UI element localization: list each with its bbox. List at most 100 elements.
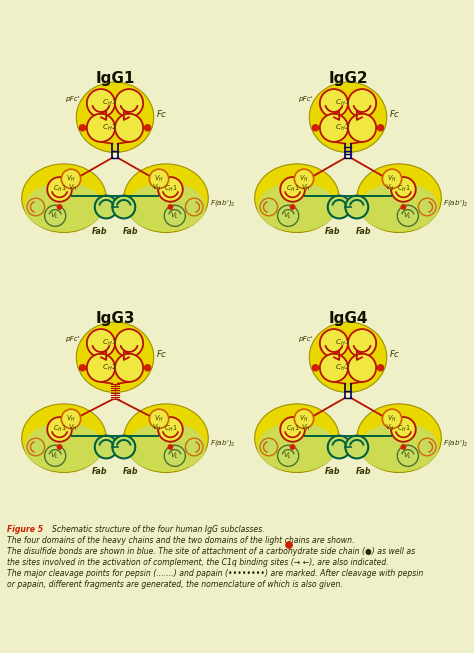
Ellipse shape xyxy=(357,404,441,473)
Circle shape xyxy=(391,417,416,441)
Ellipse shape xyxy=(359,182,438,232)
Ellipse shape xyxy=(127,422,206,471)
Circle shape xyxy=(278,445,299,466)
Text: Fab: Fab xyxy=(123,467,138,476)
Text: $C_H2$: $C_H2$ xyxy=(335,123,350,133)
Circle shape xyxy=(320,89,348,118)
Text: Fab: Fab xyxy=(91,227,107,236)
Circle shape xyxy=(320,114,348,142)
Circle shape xyxy=(286,542,292,549)
Ellipse shape xyxy=(309,322,387,392)
Text: $C_L$: $C_L$ xyxy=(105,202,115,212)
Text: The major cleavage points for pepsin (.......) and papain (••••••••) are marked.: The major cleavage points for pepsin (..… xyxy=(7,569,423,578)
Circle shape xyxy=(383,409,401,428)
Ellipse shape xyxy=(255,164,339,232)
Circle shape xyxy=(79,365,85,371)
Circle shape xyxy=(419,199,436,215)
Circle shape xyxy=(291,205,295,209)
Ellipse shape xyxy=(309,82,387,152)
Circle shape xyxy=(320,354,348,382)
Text: pFc': pFc' xyxy=(65,336,80,342)
Text: The four domains of the heavy chains and the two domains of the light chains are: The four domains of the heavy chains and… xyxy=(7,536,355,545)
Circle shape xyxy=(61,409,81,428)
Circle shape xyxy=(397,205,419,227)
Text: Fab: Fab xyxy=(91,467,107,476)
Circle shape xyxy=(185,438,203,456)
Text: pFc': pFc' xyxy=(298,336,313,342)
Text: IgG4: IgG4 xyxy=(328,310,368,325)
Text: $C_H3$: $C_H3$ xyxy=(335,338,350,348)
Circle shape xyxy=(95,195,118,219)
Text: pFc': pFc' xyxy=(298,96,313,102)
Circle shape xyxy=(260,438,278,456)
Text: $C_H1$: $C_H1$ xyxy=(53,184,66,195)
Text: $V_H$: $V_H$ xyxy=(66,174,76,184)
Text: $V_H$: $V_H$ xyxy=(154,174,164,184)
Text: Schematic structure of the four human IgG subclasses.: Schematic structure of the four human Ig… xyxy=(47,525,264,534)
Circle shape xyxy=(115,114,143,142)
Text: $C_H1$: $C_H1$ xyxy=(164,184,177,195)
Text: F(ab')$_2$: F(ab')$_2$ xyxy=(443,438,469,447)
Circle shape xyxy=(280,177,305,202)
Text: Fab: Fab xyxy=(356,227,372,236)
Text: $V_L$: $V_L$ xyxy=(283,451,293,461)
Circle shape xyxy=(164,205,185,227)
Text: Fc: Fc xyxy=(157,110,167,119)
Circle shape xyxy=(346,195,368,219)
Text: $C_H1$: $C_H1$ xyxy=(397,424,410,434)
Circle shape xyxy=(27,199,45,215)
Text: $V_L$: $V_L$ xyxy=(170,211,180,221)
Circle shape xyxy=(158,177,183,202)
Circle shape xyxy=(112,195,135,219)
Circle shape xyxy=(348,329,376,357)
Ellipse shape xyxy=(257,422,337,471)
Circle shape xyxy=(320,329,348,357)
Text: $C_H1$: $C_H1$ xyxy=(397,184,410,195)
Text: $C_H2$: $C_H2$ xyxy=(102,123,117,133)
Circle shape xyxy=(401,205,406,209)
Circle shape xyxy=(294,169,314,189)
Circle shape xyxy=(260,199,278,215)
Text: or papain, different fragments are generated, the nomenclature of which is also : or papain, different fragments are gener… xyxy=(7,580,343,589)
Text: $C_H3$: $C_H3$ xyxy=(102,338,117,348)
Circle shape xyxy=(115,89,143,118)
Text: IgG2: IgG2 xyxy=(328,71,368,86)
Text: F(ab')$_2$: F(ab')$_2$ xyxy=(210,198,236,208)
Text: $C_H1$: $C_H1$ xyxy=(164,424,177,434)
Text: $V_L$: $V_L$ xyxy=(403,211,412,221)
Text: Fab: Fab xyxy=(356,467,372,476)
Circle shape xyxy=(61,169,81,189)
Ellipse shape xyxy=(124,404,208,473)
Ellipse shape xyxy=(359,422,438,471)
Circle shape xyxy=(294,409,314,428)
Circle shape xyxy=(280,417,305,441)
Ellipse shape xyxy=(357,164,441,232)
Text: $V_L$: $V_L$ xyxy=(170,451,180,461)
Text: $V_H$: $V_H$ xyxy=(385,183,395,193)
Text: $V_L$: $V_L$ xyxy=(403,451,412,461)
Text: the sites involved in the activation of complement, the C1q binding sites (→ ←),: the sites involved in the activation of … xyxy=(7,558,389,567)
Text: $V_H$: $V_H$ xyxy=(299,174,309,184)
Ellipse shape xyxy=(22,164,106,232)
Circle shape xyxy=(112,436,135,458)
Ellipse shape xyxy=(76,82,154,152)
Circle shape xyxy=(328,195,351,219)
Circle shape xyxy=(312,365,319,371)
Ellipse shape xyxy=(127,182,206,232)
Text: IgG1: IgG1 xyxy=(95,71,135,86)
Text: $V_H$: $V_H$ xyxy=(301,183,310,193)
Circle shape xyxy=(27,438,45,456)
Text: Figure 5: Figure 5 xyxy=(7,525,43,534)
Circle shape xyxy=(47,177,72,202)
Circle shape xyxy=(185,199,203,215)
Circle shape xyxy=(168,205,173,209)
Text: $C_L$: $C_L$ xyxy=(105,442,115,452)
Circle shape xyxy=(383,169,401,189)
Circle shape xyxy=(391,177,416,202)
Ellipse shape xyxy=(24,422,103,471)
Ellipse shape xyxy=(24,182,103,232)
Ellipse shape xyxy=(22,404,106,473)
Ellipse shape xyxy=(257,182,337,232)
Circle shape xyxy=(419,438,436,456)
Text: $C_H3$: $C_H3$ xyxy=(335,98,350,108)
